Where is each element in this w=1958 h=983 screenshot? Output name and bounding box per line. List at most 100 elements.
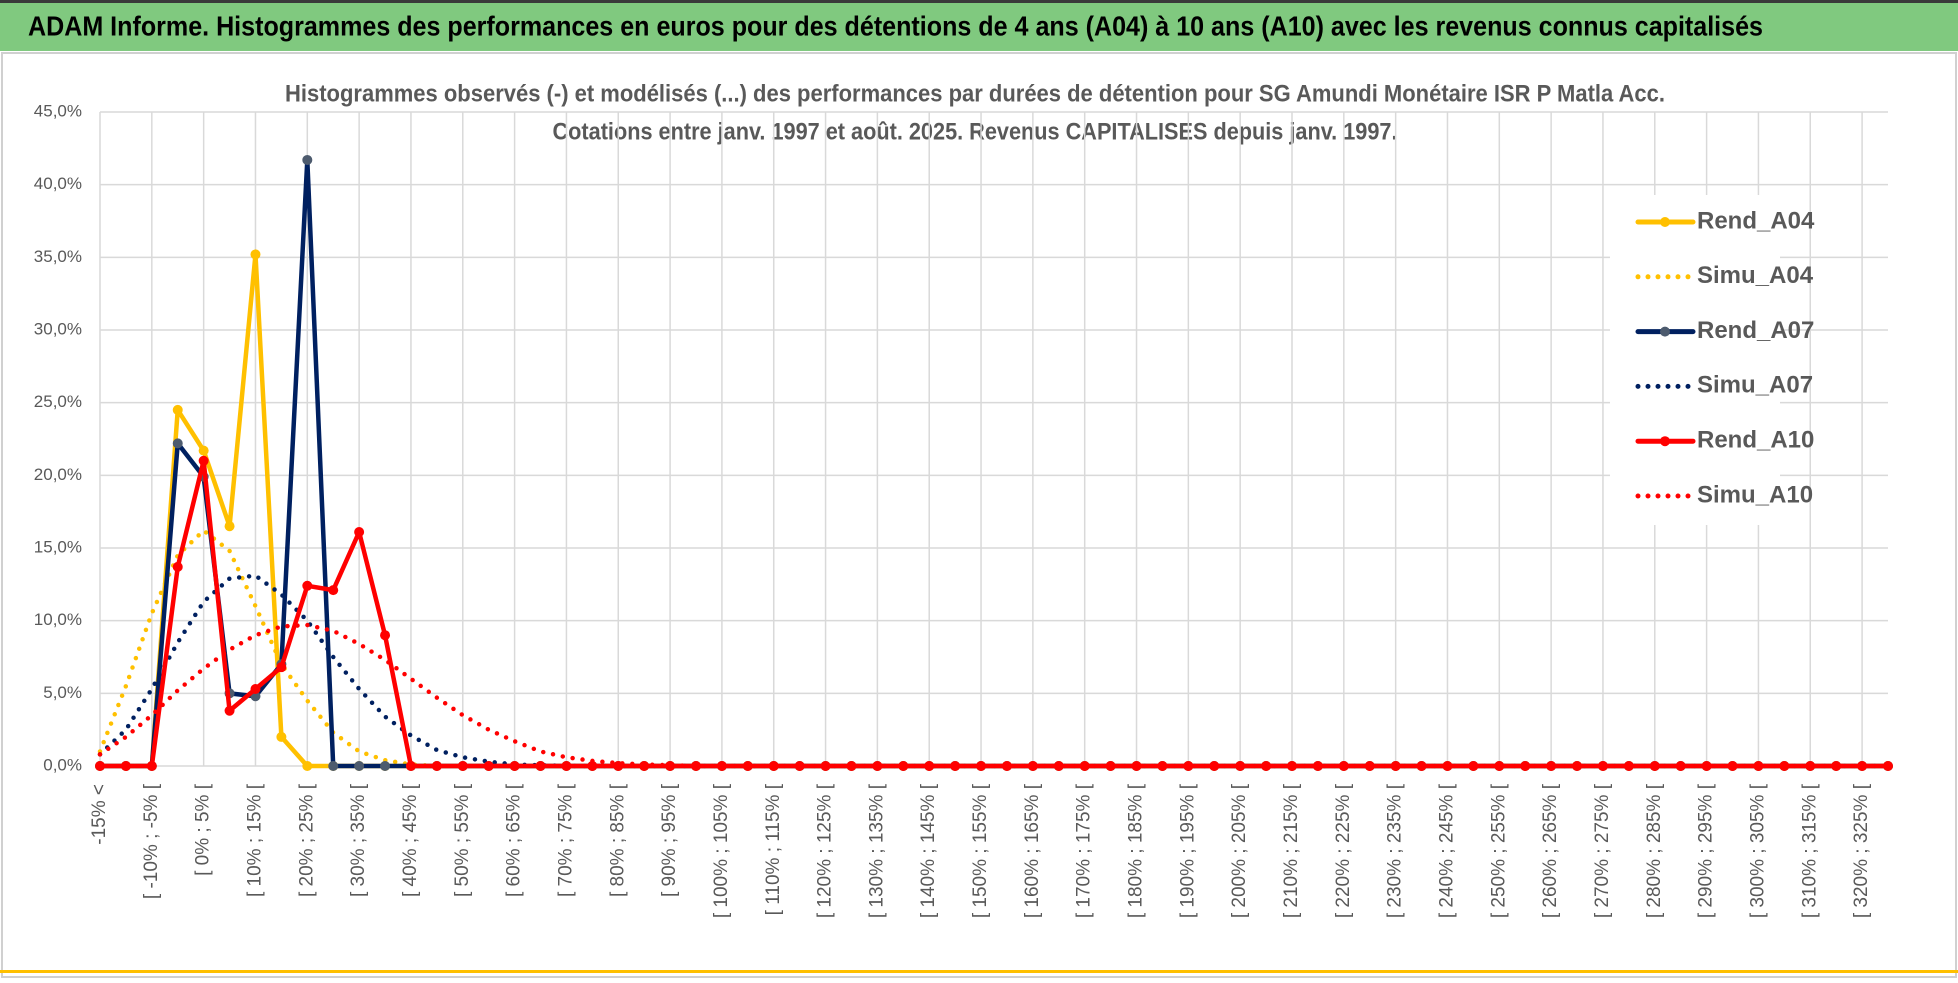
marker [1831,761,1842,771]
header-band [0,3,1958,51]
marker [302,154,313,165]
marker [276,662,287,673]
marker [224,705,235,716]
x-tick-label: [ 100% ; 105% [ [711,783,732,918]
chart-subtitle: Cotations entre janv. 1997 et août. 2025… [553,118,1398,145]
marker [354,527,365,538]
marker [1623,761,1634,771]
x-tick-label: [ 70% ; 75% [ [555,783,576,897]
x-tick-label: [ 20% ; 25% [ [296,783,317,897]
legend-box [1610,195,1780,525]
legend-label: Rend_A10 [1697,427,1814,454]
marker [1312,761,1323,771]
x-tick-label: [ 300% ; 305% [ [1747,783,1768,918]
y-tick-label: 0,0% [43,755,82,774]
marker [691,761,701,771]
x-tick-label: [ 240% ; 245% [ [1436,783,1457,918]
marker [742,761,753,771]
marker [1079,761,1090,771]
marker [405,761,416,771]
marker [302,761,313,771]
marker [1183,761,1194,771]
marker [1442,761,1453,771]
marker [924,761,935,771]
marker [535,761,546,771]
legend-label: Simu_A04 [1697,262,1814,289]
x-tick-label: [ 280% ; 285% [ [1644,783,1665,918]
marker [172,438,183,449]
marker [1494,761,1505,771]
x-tick-label: [ 60% ; 65% [ [504,783,525,897]
x-tick-label: [ 40% ; 45% [ [400,783,421,897]
marker [1053,761,1064,771]
legend-marker [1660,326,1670,337]
marker [509,761,520,771]
x-tick-label: [ 150% ; 155% [ [970,783,991,918]
marker [198,455,209,466]
marker [276,731,287,742]
x-tick-label: [ 310% ; 315% [ [1799,783,1820,918]
legend: Rend_A04 Simu_A04 Rend_A07 Simu_A07 Rend_A10… [1610,195,1815,525]
y-tick-label: 15,0% [34,537,82,556]
x-tick-label: [ -10% ; -5% [ [141,783,162,899]
x-tick-label: [ 110% ; 115% [ [763,783,784,915]
legend-label: Simu_A07 [1697,372,1813,399]
marker [587,761,598,771]
marker [872,761,883,771]
legend-marker [1660,217,1670,227]
marker [120,761,131,771]
marker [328,761,339,771]
marker [328,585,339,596]
marker [431,761,442,771]
y-tick-label: 35,0% [34,247,82,266]
marker [380,761,391,771]
x-tick-label: [ 220% ; 225% [ [1333,783,1354,918]
x-tick-label: [ 200% ; 205% [ [1229,783,1250,918]
chart-title: Histogrammes observés (-) et modélisés (… [285,80,1665,107]
chart-frame [1,52,1957,978]
legend-label: Rend_A07 [1697,317,1814,344]
y-tick-label: 5,0% [43,683,82,702]
marker [250,683,261,694]
x-tick-label: [ 230% ; 235% [ [1385,783,1406,918]
marker [1883,761,1893,771]
x-tick-label: -15% < [89,784,110,845]
bottom-rule [0,970,1958,973]
marker [794,761,805,771]
marker [1364,761,1375,771]
x-tick-label: [ 290% ; 295% [ [1696,783,1717,918]
marker [380,630,391,641]
marker [354,761,365,771]
x-tick-label: [ 10% ; 15% [ [244,783,265,897]
marker [95,761,105,771]
x-tick-label: [ 320% ; 325% [ [1851,783,1872,918]
marker [1572,761,1583,771]
marker [561,761,572,771]
y-tick-label: 40,0% [34,174,82,193]
y-tick-label: 25,0% [34,392,82,411]
x-tick-label: [ 180% ; 185% [ [1126,783,1147,918]
x-tick-label: [ 130% ; 135% [ [866,783,887,918]
marker [198,445,209,456]
x-tick-label: [ 210% ; 215% [ [1281,783,1302,918]
marker [950,761,961,771]
marker [1753,761,1764,771]
x-tick-label: [ 190% ; 195% [ [1177,783,1198,918]
marker [820,761,831,771]
marker [172,561,183,572]
marker [457,761,468,771]
x-tick-label: [ 80% ; 85% [ [607,783,628,897]
legend-label: Rend_A04 [1697,207,1815,234]
x-tick-label: [ 260% ; 265% [ [1540,783,1561,918]
marker [1649,761,1660,771]
y-tick-label: 45,0% [34,101,82,120]
header-title: ADAM Informe. Histogrammes des performan… [28,10,1763,41]
marker [1701,761,1712,771]
marker [250,249,261,260]
legend-marker [1660,436,1670,447]
y-tick-label: 20,0% [34,465,82,484]
x-tick-label: [ 120% ; 125% [ [815,783,836,918]
y-tick-label: 10,0% [34,610,82,629]
x-tick-label: [ 140% ; 145% [ [918,783,939,918]
